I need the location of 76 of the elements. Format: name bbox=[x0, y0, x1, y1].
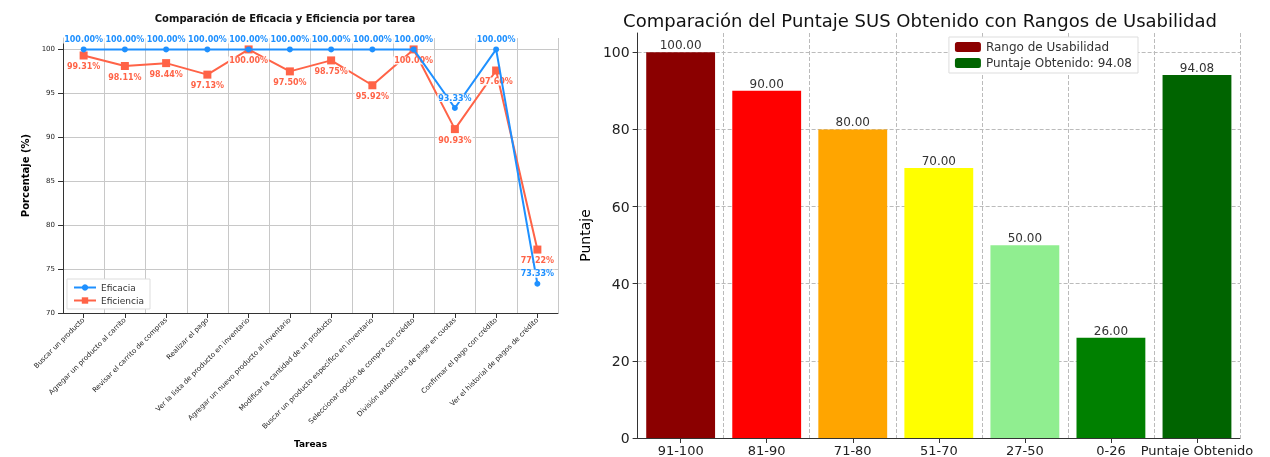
data-label: 97.13% bbox=[190, 81, 225, 91]
bar bbox=[646, 52, 716, 438]
bar bbox=[818, 129, 888, 438]
x-tick-label: 91-100 bbox=[657, 443, 704, 457]
y-tick-label: 100 bbox=[602, 44, 630, 61]
data-label: 100.00% bbox=[394, 34, 434, 44]
data-label: 98.11% bbox=[108, 72, 142, 82]
chart-title: Comparación del Puntaje SUS Obtenido con Rangos de Usabilidad bbox=[623, 9, 1217, 31]
data-label: 95.92% bbox=[355, 91, 390, 101]
data-label: 99.31% bbox=[66, 61, 101, 71]
x-axis-title: Tareas bbox=[293, 438, 328, 449]
data-label: 50.00 bbox=[1007, 231, 1043, 246]
bar bbox=[990, 245, 1060, 438]
data-label: 100.00% bbox=[229, 34, 269, 44]
data-label: 97.50% bbox=[273, 77, 307, 87]
data-label: 100.00% bbox=[476, 34, 516, 44]
x-tick-label: 51-70 bbox=[919, 443, 958, 457]
point bbox=[79, 51, 88, 60]
y-tick-label: 20 bbox=[611, 352, 630, 369]
bar bbox=[904, 168, 974, 438]
point bbox=[533, 245, 542, 254]
data-label: 90.93% bbox=[438, 135, 472, 145]
x-tick-label: Puntaje Obtenido bbox=[1140, 443, 1254, 457]
x-tick-label: 81-90 bbox=[747, 443, 786, 457]
data-label: 100.00% bbox=[64, 34, 104, 44]
point bbox=[204, 46, 211, 53]
point bbox=[162, 59, 171, 68]
data-label: 26.00 bbox=[1093, 323, 1129, 338]
legend-label: Eficacia bbox=[101, 282, 136, 293]
data-label: 98.75% bbox=[314, 66, 348, 76]
data-label: 73.33% bbox=[520, 269, 555, 279]
point bbox=[493, 46, 500, 53]
chart-title: Comparación de Eficacia y Eficiencia por tarea bbox=[154, 12, 416, 24]
point bbox=[80, 46, 87, 53]
point bbox=[285, 67, 294, 76]
data-label: 100.00 bbox=[659, 38, 702, 53]
y-tick-label: 0 bbox=[620, 430, 630, 446]
legend-label: Puntaje Obtenido: 94.08 bbox=[985, 56, 1133, 70]
point bbox=[286, 46, 293, 53]
data-label: 98.44% bbox=[149, 69, 183, 79]
data-label: 100.00% bbox=[270, 34, 310, 44]
bar bbox=[1076, 337, 1146, 438]
point bbox=[534, 280, 541, 287]
x-tick-label: 0-26 bbox=[1096, 443, 1126, 457]
y-tick-label: 60 bbox=[611, 198, 630, 215]
data-label: 100.00% bbox=[229, 55, 269, 65]
legend-label: Rango de Usabilidad bbox=[985, 40, 1110, 54]
point bbox=[328, 46, 335, 53]
point bbox=[121, 46, 128, 53]
data-label: 80.00 bbox=[835, 115, 870, 130]
point bbox=[327, 56, 336, 65]
y-tick-label: 40 bbox=[611, 275, 630, 292]
data-label: 100.00% bbox=[187, 34, 227, 44]
legend-label: Eficiencia bbox=[101, 295, 145, 306]
y-tick-label: 80 bbox=[611, 121, 630, 138]
data-label: 100.00% bbox=[146, 34, 186, 44]
bar bbox=[1162, 75, 1232, 438]
point bbox=[163, 46, 170, 53]
data-label: 100.00% bbox=[105, 34, 145, 44]
y-axis-title: Porcentaje (%) bbox=[20, 133, 32, 218]
x-tick-label: 27-50 bbox=[1005, 443, 1044, 457]
x-tick-label: 71-80 bbox=[833, 443, 872, 457]
bar bbox=[732, 90, 802, 438]
point bbox=[120, 62, 129, 71]
point bbox=[203, 70, 212, 79]
data-label: 100.00% bbox=[352, 34, 392, 44]
data-label: 70.00 bbox=[921, 154, 956, 168]
data-label: 94.08 bbox=[1179, 61, 1215, 76]
point bbox=[451, 105, 458, 112]
point bbox=[368, 81, 377, 90]
data-label: 93.33% bbox=[438, 93, 472, 103]
data-label: 90.00 bbox=[749, 76, 784, 91]
data-label: 100.00% bbox=[311, 34, 351, 44]
point bbox=[369, 46, 376, 53]
y-axis-title: Puntaje bbox=[577, 209, 593, 262]
point bbox=[450, 125, 459, 134]
